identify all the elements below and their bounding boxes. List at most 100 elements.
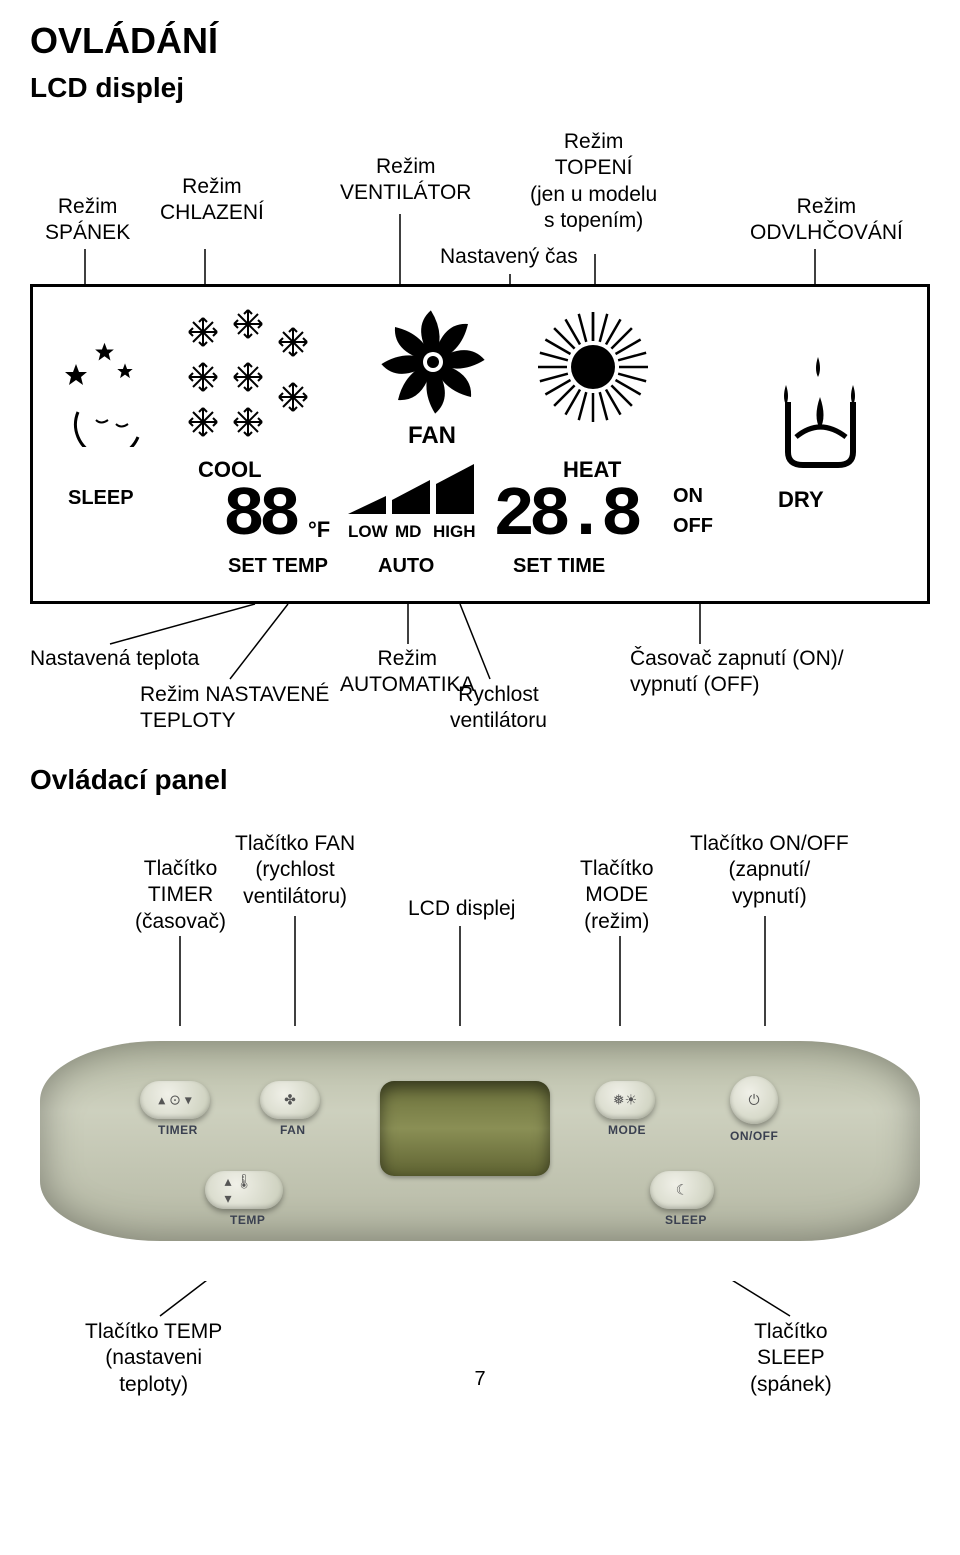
t: Režim NASTAVENÉ	[140, 682, 329, 708]
dry-icon	[758, 347, 878, 477]
t: Tlačítko TEMP	[85, 1319, 222, 1345]
t: ventilátoru)	[235, 884, 355, 910]
label-set-time-top: Nastavený čas	[440, 244, 578, 270]
label-btn-sleep: Tlačítko SLEEP (spánek)	[750, 1319, 832, 1398]
t: TEPLOTY	[140, 708, 329, 734]
label-fan-speed: Rychlost ventilátoru	[450, 682, 547, 735]
t: (časovač)	[135, 909, 226, 935]
fan-small-icon: ✤	[284, 1092, 296, 1109]
lcd-auto: AUTO	[378, 555, 434, 578]
t: Časovač zapnutí (ON)/	[630, 646, 844, 672]
t: VENTILÁTOR	[340, 180, 471, 206]
lcd-md: MD	[395, 522, 421, 542]
t: SPÁNEK	[45, 220, 130, 246]
snowflake-icon	[178, 302, 338, 462]
label-btn-mode: Tlačítko MODE (režim)	[580, 856, 654, 935]
t: Režim	[750, 194, 903, 220]
lcd-set-temp-text: SET TEMP	[228, 555, 328, 578]
sleep-icon	[58, 342, 168, 447]
fan-button-label: FAN	[280, 1123, 306, 1137]
label-mode-heat: Režim TOPENÍ (jen u modelu s topením)	[530, 129, 657, 234]
lcd-top-labels: Režim SPÁNEK Režim CHLAZENÍ Režim VENTIL…	[30, 119, 930, 279]
panel-bottom-labels: Tlačítko TEMP (nastaveni teploty) Tlačít…	[30, 1281, 930, 1391]
mode-small-icon: ❅☀	[613, 1092, 637, 1109]
t: Rychlost	[450, 682, 547, 708]
label-set-temp-mode: Režim NASTAVENÉ TEPLOTY	[140, 682, 329, 735]
label-set-temp-value: Nastavená teplota	[30, 646, 199, 672]
lcd-unit: °F	[308, 517, 330, 543]
t: (spánek)	[750, 1372, 832, 1398]
sleep-button[interactable]: ☾	[650, 1171, 714, 1209]
fan-button[interactable]: ✤	[260, 1081, 320, 1119]
lcd-dry-text: DRY	[778, 487, 824, 513]
lcd-bottom-labels: Nastavená teplota Režim NASTAVENÉ TEPLOT…	[30, 604, 930, 734]
lcd-set-time-digits: 28.8	[493, 477, 637, 556]
t: Režim	[45, 194, 130, 220]
onoff-button-label: ON/OFF	[730, 1129, 778, 1143]
temp-button-label: TEMP	[230, 1213, 265, 1227]
t: TOPENÍ	[530, 155, 657, 181]
sleep-button-label: SLEEP	[665, 1213, 707, 1227]
label-btn-temp: Tlačítko TEMP (nastaveni teploty)	[85, 1319, 222, 1398]
t: Tlačítko	[135, 856, 226, 882]
t: Režim	[340, 154, 471, 180]
fan-icon	[368, 302, 498, 432]
t: teploty)	[85, 1372, 222, 1398]
lcd-on: ON	[673, 485, 703, 508]
lcd-diagram: SLEEP COOL	[30, 284, 930, 604]
t: (rychlost	[235, 857, 355, 883]
lcd-sleep-text: SLEEP	[68, 487, 134, 510]
lcd-low: LOW	[348, 522, 388, 542]
timer-button-label: TIMER	[158, 1123, 198, 1137]
t: ODVLHČOVÁNÍ	[750, 220, 903, 246]
onoff-button[interactable]: ⏻	[730, 1076, 778, 1124]
t: Tlačítko FAN	[235, 831, 355, 857]
t: SLEEP	[750, 1345, 832, 1371]
t: (jen u modelu	[530, 182, 657, 208]
moon-icon: ☾	[676, 1182, 689, 1199]
panel-top-labels: Tlačítko TIMER (časovač) Tlačítko FAN (r…	[30, 811, 930, 961]
mode-button[interactable]: ❅☀	[595, 1081, 655, 1119]
lcd-off: OFF	[673, 515, 713, 538]
lcd-set-temp-digits: 88	[223, 477, 295, 556]
temp-button[interactable]: ▴ 🌡 ▾	[205, 1171, 283, 1209]
label-timer-onoff: Časovač zapnutí (ON)/ vypnutí (OFF)	[630, 646, 844, 699]
t: (nastaveni	[85, 1345, 222, 1371]
t: (zapnutí/	[690, 857, 849, 883]
timer-button[interactable]: ▴ ⊙ ▾	[140, 1081, 210, 1119]
t: Režim	[160, 174, 264, 200]
t: s topením)	[530, 208, 657, 234]
t: Tlačítko	[750, 1319, 832, 1345]
lcd-fan-text: FAN	[408, 422, 456, 450]
fan-speed-bars-icon	[348, 462, 488, 522]
t: (režim)	[580, 909, 654, 935]
t: TIMER	[135, 882, 226, 908]
mode-button-label: MODE	[608, 1123, 646, 1137]
t: Tlačítko ON/OFF	[690, 831, 849, 857]
label-mode-sleep: Režim SPÁNEK	[45, 194, 130, 247]
t: ventilátoru	[450, 708, 547, 734]
lcd-set-time-text: SET TIME	[513, 555, 605, 578]
t: Režim	[340, 646, 475, 672]
t: vypnutí)	[690, 884, 849, 910]
t: CHLAZENÍ	[160, 200, 264, 226]
label-panel-lcd: LCD displej	[408, 896, 515, 922]
label-btn-timer: Tlačítko TIMER (časovač)	[135, 856, 226, 935]
t: vypnutí (OFF)	[630, 672, 844, 698]
t: Režim	[530, 129, 657, 155]
control-panel: ▴ ⊙ ▾ TIMER ✤ FAN ❅☀ MODE ⏻ ON/OFF ▴ 🌡 ▾…	[30, 1021, 930, 1261]
sun-icon	[523, 297, 663, 437]
power-icon: ⏻	[748, 1092, 759, 1109]
label-mode-cool: Režim CHLAZENÍ	[160, 174, 264, 227]
t: MODE	[580, 882, 654, 908]
page-title: OVLÁDÁNÍ	[30, 20, 930, 62]
page-number: 7	[474, 1368, 485, 1391]
label-mode-fan: Režim VENTILÁTOR	[340, 154, 471, 207]
section-panel-title: Ovládací panel	[30, 764, 930, 796]
label-btn-fan: Tlačítko FAN (rychlost ventilátoru)	[235, 831, 355, 910]
thermometer-icon: ▴ 🌡 ▾	[225, 1173, 264, 1207]
lcd-high: HIGH	[433, 522, 476, 542]
panel-lcd-screen	[380, 1081, 550, 1176]
section-lcd-title: LCD displej	[30, 72, 930, 104]
label-btn-onoff: Tlačítko ON/OFF (zapnutí/ vypnutí)	[690, 831, 849, 910]
